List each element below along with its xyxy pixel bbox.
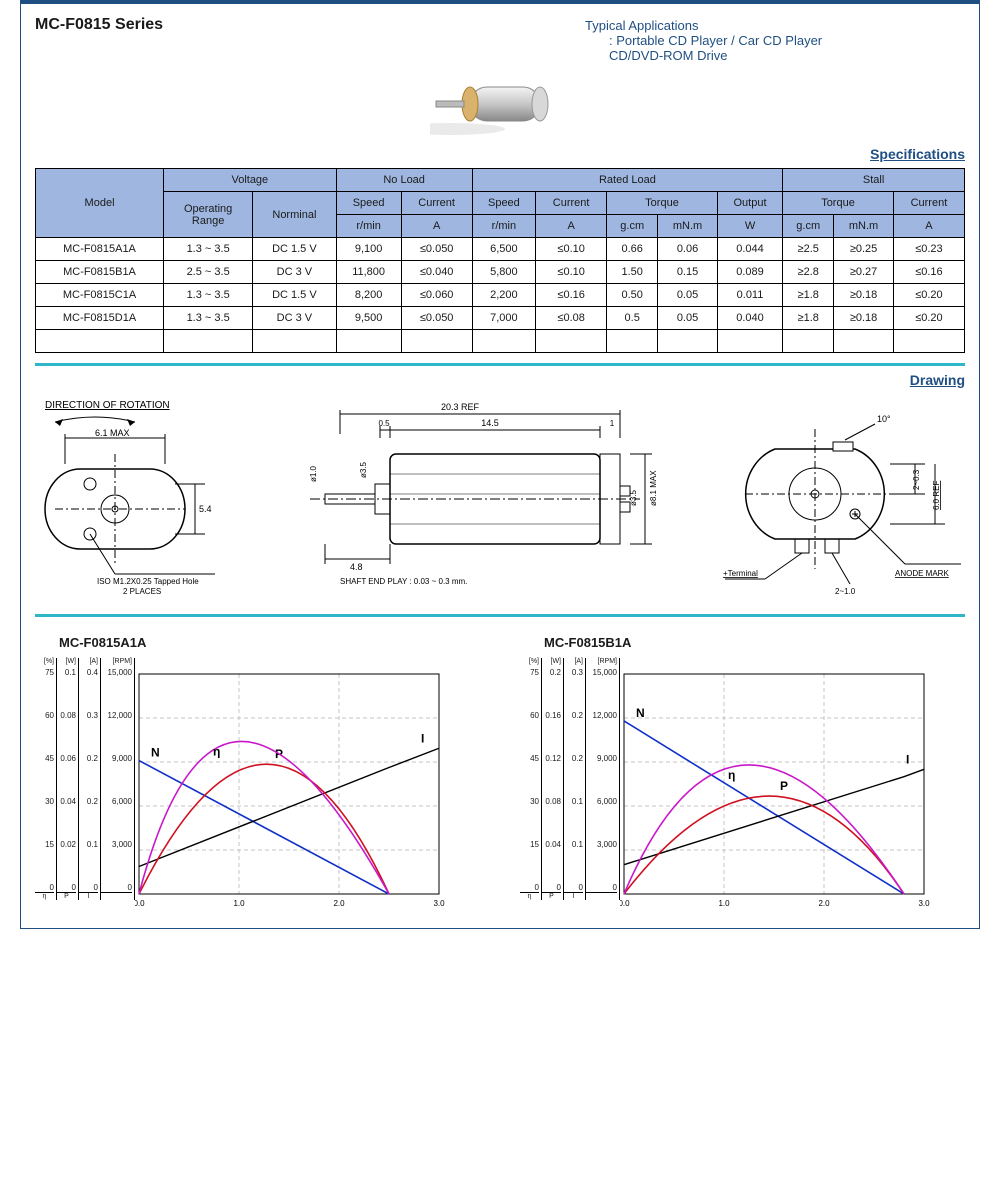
svg-text:14.5: 14.5	[481, 418, 499, 428]
svg-text:20.3 REF: 20.3 REF	[441, 402, 480, 412]
motor-photo	[35, 69, 965, 142]
svg-text:ø8.1 MAX: ø8.1 MAX	[649, 470, 658, 506]
svg-text:0.0: 0.0	[135, 899, 145, 908]
applications-title: Typical Applications	[585, 18, 965, 33]
svg-text:10°: 10°	[877, 414, 891, 424]
svg-text:2~1.0: 2~1.0	[835, 587, 856, 596]
svg-text:ø3.5: ø3.5	[359, 461, 368, 478]
divider	[35, 614, 965, 617]
svg-text:1.0: 1.0	[718, 899, 730, 908]
svg-text:6.1 MAX: 6.1 MAX	[95, 428, 130, 438]
chart: MC-F0815B1A[%]01530456075η[W]00.040.080.…	[520, 635, 965, 914]
svg-text:0.5: 0.5	[378, 419, 390, 428]
applications-body: : Portable CD Player / Car CD PlayerCD/D…	[609, 33, 965, 63]
chart: MC-F0815A1A[%]01530456075η[W]00.020.040.…	[35, 635, 480, 914]
svg-text:η: η	[728, 768, 735, 782]
svg-text:3.0: 3.0	[918, 899, 930, 908]
svg-text:2~0.3: 2~0.3	[912, 469, 921, 490]
svg-text:SHAFT END PLAY : 0.03 ~ 0.3 mm: SHAFT END PLAY : 0.03 ~ 0.3 mm.	[340, 577, 467, 586]
drawing-row: DIRECTION OF ROTATION 6.1 MAX 5.4 ISO M1.2X…	[35, 394, 965, 604]
svg-text:3.0: 3.0	[433, 899, 445, 908]
spec-table: ModelVoltageNo LoadRated LoadStallOperat…	[35, 168, 965, 353]
svg-text:η: η	[213, 744, 220, 758]
svg-text:N: N	[151, 746, 160, 760]
svg-text:DIRECTION OF ROTATION: DIRECTION OF ROTATION	[45, 400, 170, 411]
drawing-rear: 10° 2~0.3 6.0 REF +Terminal 2~1.0 ANODE MARK	[705, 394, 965, 604]
series-title: MC-F0815 Series	[35, 16, 163, 34]
divider	[35, 363, 965, 366]
svg-text:0.0: 0.0	[620, 899, 630, 908]
svg-text:2 PLACES: 2 PLACES	[123, 587, 161, 596]
section-specs: Specifications	[35, 146, 965, 162]
svg-text:ANODE MARK: ANODE MARK	[895, 569, 949, 578]
datasheet-page: MC-F0815 Series Typical Applications : P…	[20, 0, 980, 929]
applications: Typical Applications : Portable CD Playe…	[585, 18, 965, 63]
chart-title: MC-F0815B1A	[544, 635, 965, 650]
svg-text:2.0: 2.0	[333, 899, 345, 908]
svg-text:ø3.5: ø3.5	[629, 489, 638, 506]
chart-title: MC-F0815A1A	[59, 635, 480, 650]
svg-text:I: I	[906, 752, 909, 766]
drawing-front: DIRECTION OF ROTATION 6.1 MAX 5.4 ISO M1.2X…	[35, 394, 235, 604]
svg-text:2.0: 2.0	[818, 899, 830, 908]
svg-text:N: N	[636, 706, 645, 720]
svg-text:1.0: 1.0	[233, 899, 245, 908]
header: MC-F0815 Series Typical Applications : P…	[35, 12, 965, 63]
svg-text:+Terminal: +Terminal	[723, 569, 758, 578]
svg-text:ISO M1.2X0.25 Tapped Hole: ISO M1.2X0.25 Tapped Hole	[97, 577, 199, 586]
drawing-side: 20.3 REF 0.5 14.5 1 ø1.0 ø3.5 ø8.1 MAX ø3.5 4.8 S…	[280, 394, 660, 604]
svg-text:I: I	[421, 731, 424, 745]
svg-text:6.0 REF: 6.0 REF	[932, 481, 941, 510]
svg-text:1: 1	[610, 419, 615, 428]
svg-text:P: P	[780, 779, 788, 793]
svg-text:ø1.0: ø1.0	[309, 465, 318, 482]
svg-text:5.4: 5.4	[199, 504, 212, 514]
charts-row: MC-F0815A1A[%]01530456075η[W]00.020.040.…	[35, 635, 965, 914]
section-drawing: Drawing	[35, 372, 965, 388]
svg-text:4.8: 4.8	[350, 562, 363, 572]
